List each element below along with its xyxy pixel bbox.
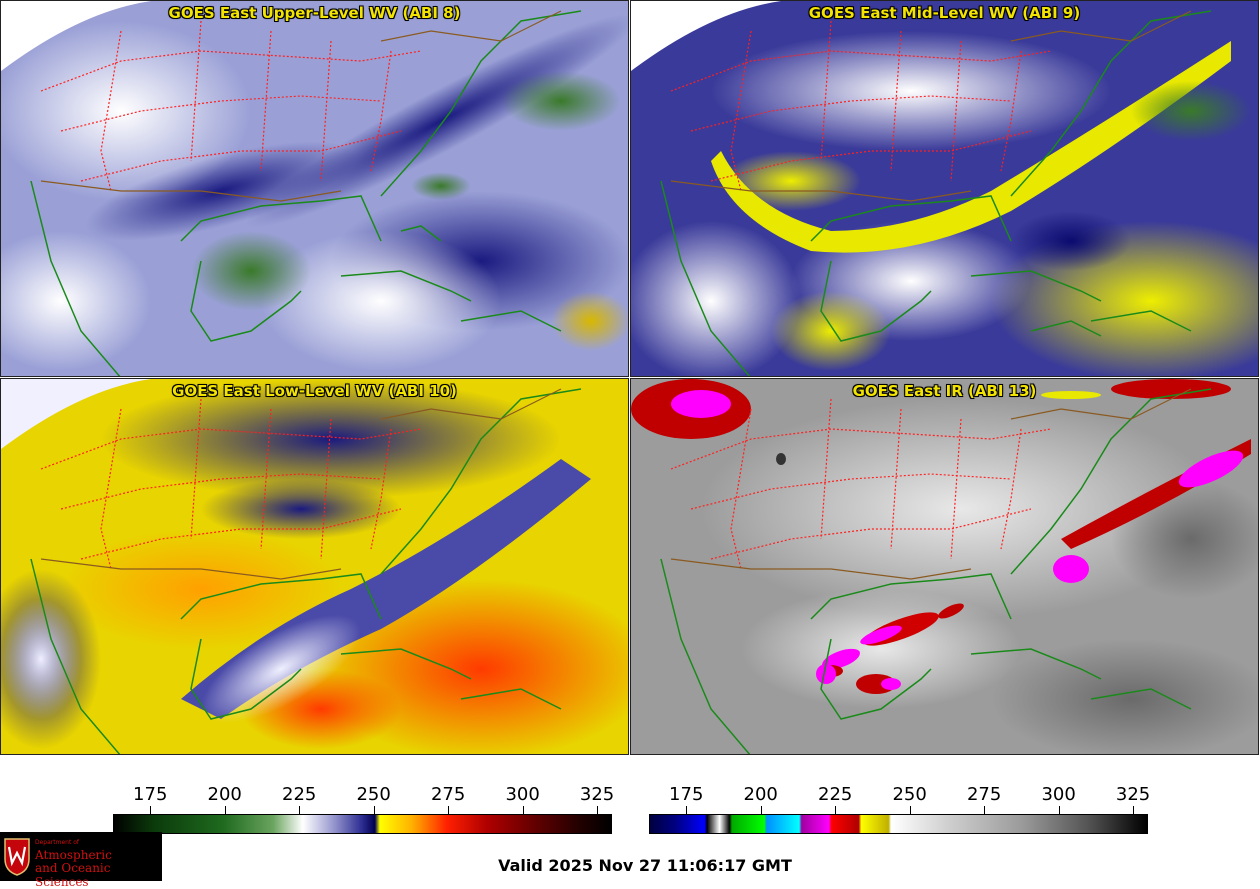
panel-title: GOES East Mid-Level WV (ABI 9) [808,4,1081,22]
aos-logo: Department of Atmospheric and Oceanic Sc… [0,832,162,889]
panel-low-level-wv: GOES East Low-Level WV (ABI 10) [0,378,629,755]
mid-level-wv-image [631,1,1258,376]
colorbar-tick-label: 250 [892,784,927,805]
colorbar-tick [760,806,762,814]
colorbar-tick [686,806,688,814]
colorbar-tick-label: 325 [1115,784,1151,805]
colorbar-tick [522,806,524,814]
colorbar-tick [984,806,986,814]
colorbar-tick-label: 225 [818,784,853,805]
ir-colorbar [649,814,1148,834]
colorbar-tick [909,806,911,814]
colorbar-tick [299,806,301,814]
upper-level-wv-image [1,1,628,376]
colorbar-tick-label: 175 [669,784,704,805]
low-level-wv-image [1,379,628,754]
valid-time: Valid 2025 Nov 27 11:06:17 GMT [498,856,792,875]
colorbar-tick-label: 200 [743,784,778,805]
colorbar-tick [448,806,450,814]
colorbar-tick-label: 325 [579,784,615,805]
colorbar-tick-label: 200 [207,784,242,805]
colorbar-tick-label: 300 [505,784,540,805]
colorbar-tick [1133,806,1135,814]
panel-ir: GOES East IR (ABI 13) [630,378,1259,755]
logo-line-oceanic: and Oceanic Sciences [35,861,111,889]
panel-title: GOES East Upper-Level WV (ABI 8) [168,4,461,22]
colorbar-tick [373,806,375,814]
panel-upper-level-wv: GOES East Upper-Level WV (ABI 8) [0,0,629,377]
wv-colorbar [113,814,612,834]
logo-department: Department of [35,839,79,846]
colorbar-tick-label: 225 [282,784,317,805]
colorbar-tick-label: 175 [133,784,168,805]
colorbar-tick [224,806,226,814]
colorbar-tick-label: 275 [966,784,1002,805]
uw-crest-icon [4,838,30,876]
panel-title: GOES East IR (ABI 13) [852,382,1037,400]
colorbar-tick-label: 250 [356,784,391,805]
colorbar-tick [597,806,599,814]
colorbar-tick [835,806,837,814]
colorbar-tick [150,806,152,814]
colorbar-tick-label: 300 [1041,784,1076,805]
panel-mid-level-wv: GOES East Mid-Level WV (ABI 9) [630,0,1259,377]
colorbar-tick [1058,806,1060,814]
logo-line-atmospheric: Atmospheric [35,848,112,862]
colorbar-tick-label: 275 [430,784,466,805]
ir-image [631,379,1258,754]
panel-title: GOES East Low-Level WV (ABI 10) [172,382,457,400]
